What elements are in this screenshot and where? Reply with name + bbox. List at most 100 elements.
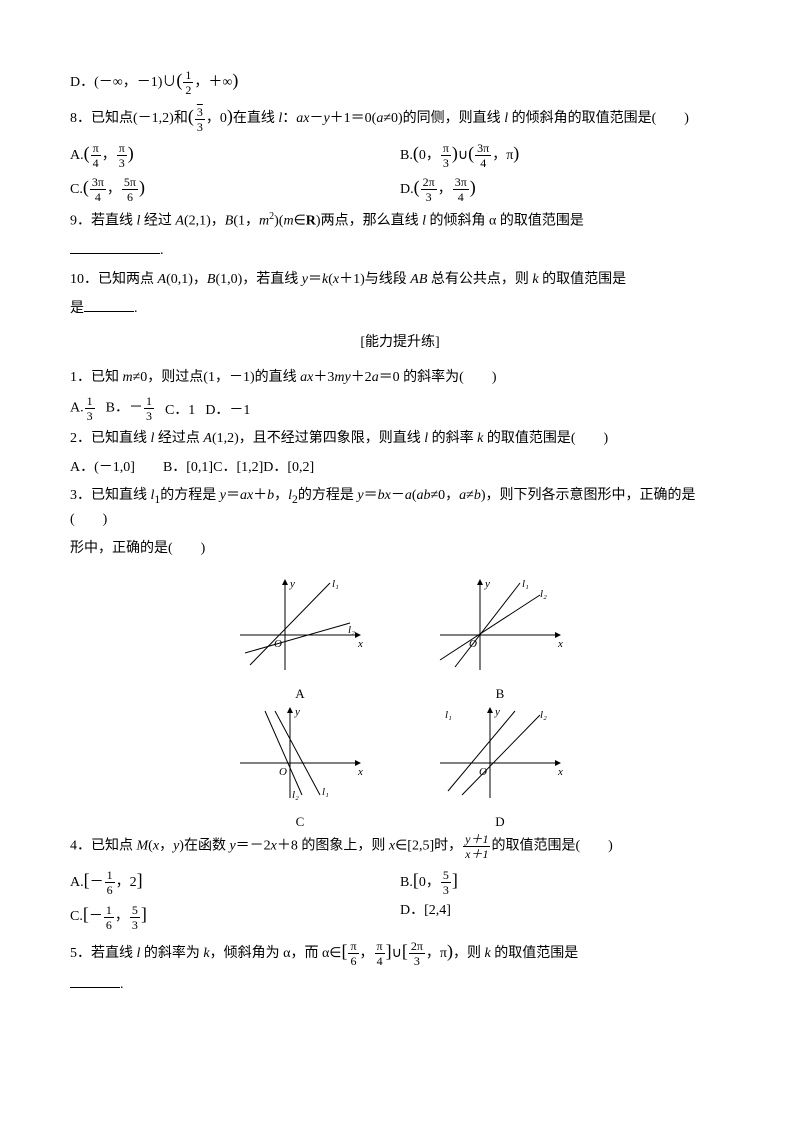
- diagram-D: x y O l₁ l₂ D: [430, 703, 570, 823]
- q8-optA: A.(π4，π3): [70, 139, 400, 169]
- axA-x: x: [357, 638, 363, 650]
- p4A-pre: －: [90, 875, 104, 890]
- p1-optA: A.13: [70, 395, 96, 422]
- p4-optC: C.[－16，53]: [70, 900, 400, 930]
- p5-f2n: π: [375, 940, 385, 954]
- q9-m: m: [259, 214, 269, 229]
- q9-A: A: [175, 214, 184, 229]
- p4C-d1: 6: [104, 918, 114, 931]
- q10-tail: .: [134, 301, 138, 316]
- q8A-n1: π: [91, 142, 101, 156]
- p5-f3d: 3: [409, 954, 425, 967]
- q9-R: R: [306, 214, 316, 229]
- q8-stem: 8．已知点(－1,2)和(33，0)在直线 l：ax－y＋1＝0(a≠0)的同侧…: [70, 102, 730, 132]
- p1A-d: 3: [85, 409, 95, 422]
- p5-fc: ，: [360, 946, 374, 961]
- q8-ne: ≠0)的同侧，则直线: [383, 111, 504, 126]
- p3-b: 的方程是: [160, 488, 220, 503]
- q8A-d1: 4: [91, 156, 101, 169]
- q8D-d2: 4: [453, 190, 469, 203]
- q8-optB: B.(0，π3)∪(3π4，π): [400, 139, 730, 169]
- q8C-n2: 5π: [122, 176, 138, 190]
- p4A-d1: 6: [105, 883, 115, 896]
- diagram-A-svg: x y O l₁ l₂: [230, 575, 370, 675]
- p1A-n: 1: [85, 395, 95, 409]
- p3-eq: ＝: [226, 488, 240, 503]
- q10-fill-blank: [84, 297, 134, 312]
- q8-end: 的倾斜角的取值范围是( ): [508, 111, 689, 126]
- p3-stem2: 形中，正确的是( ): [70, 538, 730, 560]
- q10-eq: ＝: [308, 272, 322, 287]
- q10-blank-line: 是.: [70, 297, 730, 320]
- q8-m1: －: [309, 111, 323, 126]
- p4-fn: y＋1: [463, 833, 490, 847]
- p2-c: (1,2)，且不经过第四象限，则直线: [212, 431, 424, 446]
- p4C-d2: 3: [130, 918, 140, 931]
- p2-optB: B．[0,1]: [163, 460, 213, 475]
- capD: D: [430, 812, 570, 833]
- p1-aa: a: [372, 370, 379, 385]
- p5-stem: 5．若直线 l 的斜率为 k，倾斜角为 α，而 α∈[π6，π4]∪[2π3，π…: [70, 937, 730, 967]
- p1B-n: 1: [144, 395, 154, 409]
- p4B-pre: 0，: [419, 875, 440, 890]
- p4B-d: 3: [441, 883, 451, 896]
- p4-a: 4．已知点: [70, 839, 137, 854]
- p3-bx: bx: [378, 488, 391, 503]
- p1-optC: C．1: [165, 400, 195, 422]
- q8D-d1: 3: [421, 190, 437, 203]
- q10-d: 总有公共点，则: [427, 272, 532, 287]
- p2-stem: 2．已知直线 l 经过点 A(1,2)，且不经过第四象限，则直线 l 的斜率 k…: [70, 428, 730, 450]
- p1-m: m: [123, 370, 133, 385]
- q9-c: (2,1)，: [184, 214, 225, 229]
- diagram-B-svg: x y O l₁ l₂: [430, 575, 570, 675]
- p3-stem: 3．已知直线 l1的方程是 y＝ax＋b，l2的方程是 y＝bx－a(ab≠0，…: [70, 485, 730, 532]
- p4B-l: B.: [400, 875, 413, 890]
- p2-optA: A．(－1,0]: [70, 460, 149, 475]
- p1-d: ＋2: [351, 370, 372, 385]
- p4A-l: A.: [70, 875, 84, 890]
- p3-cm: ，: [274, 488, 288, 503]
- p4-e: 的取值范围是( ): [491, 839, 612, 854]
- p1-optB-l: B．－: [106, 401, 143, 416]
- labC-l1: l₁: [322, 786, 329, 798]
- axD-x: x: [557, 766, 563, 778]
- p3-diagrams: x y O l₁ l₂ A x y O: [70, 575, 730, 823]
- q9-h: 的倾斜角 α 的取值范围是: [426, 214, 584, 229]
- p4-optB: B.[0，53]: [400, 866, 730, 896]
- q8B-n1: π: [441, 142, 451, 156]
- p4-optA: A.[－16，2]: [70, 866, 400, 896]
- diagram-A: x y O l₁ l₂ A: [230, 575, 370, 695]
- q8-opts-row2: C.(3π4，5π6) D.(2π3，3π4): [70, 173, 730, 203]
- q10-AB: AB: [410, 272, 427, 287]
- q7-optD-pre: D．(－∞，－1)∪: [70, 75, 176, 90]
- p4-d: ∈[2,5]时，: [395, 839, 462, 854]
- p5-f2d: 4: [375, 954, 385, 967]
- q9-d: (1，: [233, 214, 259, 229]
- p5-f3n: 2π: [409, 940, 425, 954]
- p5-a: 5．若直线: [70, 946, 137, 961]
- diagram-D-svg: x y O l₁ l₂: [430, 703, 570, 803]
- q8B-post: ，π: [492, 148, 513, 163]
- p4-fd: x＋1: [463, 847, 490, 860]
- axC-y: y: [294, 706, 300, 718]
- p1-a: 1．已知: [70, 370, 123, 385]
- q9-stem: 9．若直线 l 经过 A(2,1)，B(1，m2)(m∈R)两点，那么直线 l …: [70, 209, 730, 233]
- p2-b: 经过点: [154, 431, 203, 446]
- q8-fda: 3: [195, 120, 205, 133]
- p1-opts: A.13 B．－13 C．1 D．－1: [70, 395, 730, 422]
- q8-opts-row1: A.(π4，π3) B.(0，π3)∪(3π4，π): [70, 139, 730, 169]
- section-title: [能力提升练]: [70, 332, 730, 354]
- p5-cup: ∪: [392, 946, 402, 961]
- q8B-pre: 0，: [419, 148, 440, 163]
- p3-ax: ax: [240, 488, 253, 503]
- q8-optC-l: C.: [70, 182, 83, 197]
- p1-my: my: [334, 370, 350, 385]
- p4-opts-row1: A.[－16，2] B.[0，53]: [70, 866, 730, 896]
- labD-l1: l₁: [445, 709, 452, 721]
- q8-optB-l: B.: [400, 148, 413, 163]
- diagram-C: x y O l₁ l₂ C: [230, 703, 370, 823]
- p3-a: 3．已知直线: [70, 488, 151, 503]
- p2-opts: A．(－1,0] B．[0,1]C．[1,2]D．[0,2]: [70, 457, 730, 479]
- p4-optD: D．[2,4]: [400, 900, 730, 930]
- q10-stem: 10．已知两点 A(0,1)，B(1,0)，若直线 y＝k(x＋1)与线段 AB…: [70, 269, 730, 291]
